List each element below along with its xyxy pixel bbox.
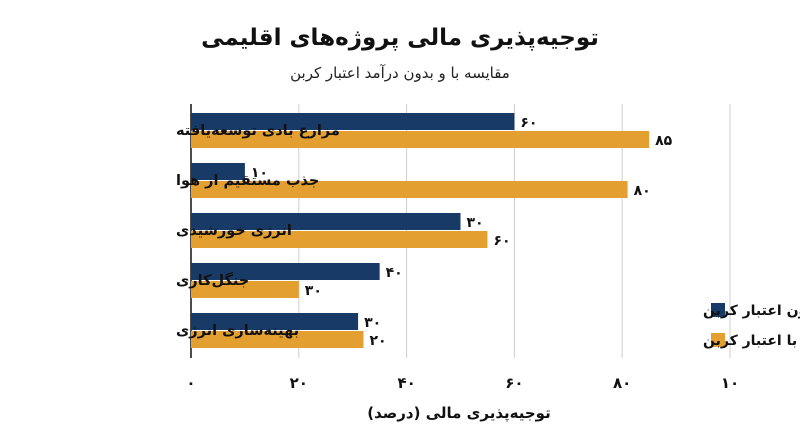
legend-label-1: با اعتبار کربن xyxy=(703,333,797,349)
legend-swatch-0 xyxy=(711,303,725,317)
data-label-s1-c3: ۳۰ xyxy=(305,283,322,299)
legend-swatch-1 xyxy=(711,333,725,347)
data-label-s1-c4: ۲۰ xyxy=(369,333,386,349)
chart-title: توجیه‌پذیری مالی پروژه‌های اقلیمی xyxy=(201,25,599,51)
x-axis-label: توجیه‌پذیری مالی (درصد) xyxy=(367,404,550,423)
bar-s0-c2 xyxy=(191,213,461,230)
bar-s1-c1 xyxy=(191,181,628,198)
legend-label-0: بدون اعتبار کربن xyxy=(703,303,800,319)
chart-subtitle: مقایسه با و بدون درآمد اعتبار کربن xyxy=(290,64,510,82)
data-label-s1-c1: ۸۰ xyxy=(634,183,651,199)
category-labels: مزارع بادی توسعه‌یافته جذب مستقیم از هوا ا… xyxy=(176,123,340,339)
bar-s0-c0 xyxy=(191,113,515,130)
data-label-s0-c4: ۳۰ xyxy=(364,315,381,331)
data-label-s0-c2: ۳۰ xyxy=(467,215,484,231)
x-tick-3: ۶۰ xyxy=(505,374,523,392)
data-label-s1-c0: ۸۵ xyxy=(655,133,673,149)
bar-s0-c3 xyxy=(191,263,380,280)
data-label-s0-c3: ۴۰ xyxy=(386,265,403,281)
bar-s1-c0 xyxy=(191,131,650,148)
bar-s1-c3 xyxy=(191,281,299,298)
category-label-3: جنگل‌کاری xyxy=(176,271,249,289)
bar-s1-c4 xyxy=(191,331,364,348)
data-label-s0-c0: ۶۰ xyxy=(520,115,537,131)
x-tick-1: ۲۰ xyxy=(290,374,308,392)
bar-s1-c2 xyxy=(191,231,488,248)
legend: بدون اعتبار کربن با اعتبار کربن xyxy=(703,303,800,349)
data-label-s1-c2: ۶۰ xyxy=(493,233,510,249)
category-label-1: جذب مستقیم از هوا xyxy=(176,173,319,189)
x-tick-labels: ۰ ۲۰ ۴۰ ۶۰ ۸۰ ۱۰ xyxy=(186,374,739,392)
bar-s0-c4 xyxy=(191,313,359,330)
x-tick-5: ۱۰ xyxy=(721,374,739,392)
x-tick-0: ۰ xyxy=(186,374,195,392)
x-tick-4: ۸۰ xyxy=(613,374,631,392)
bar-s0-c1 xyxy=(191,163,245,180)
x-tick-2: ۴۰ xyxy=(397,374,415,392)
category-label-2: انرژی خورشیدی xyxy=(176,223,292,239)
data-label-s0-c1: ۱۰ xyxy=(251,165,268,181)
category-label-4: بهینه‌سازی انرژی xyxy=(176,323,299,339)
bars: ۶۰ ۸۵ ۱۰ ۸۰ ۳۰ ۶۰ ۴۰ ۳۰ ۳۰ ۲۰ xyxy=(191,113,673,349)
category-label-0: مزارع بادی توسعه‌یافته xyxy=(176,123,340,139)
